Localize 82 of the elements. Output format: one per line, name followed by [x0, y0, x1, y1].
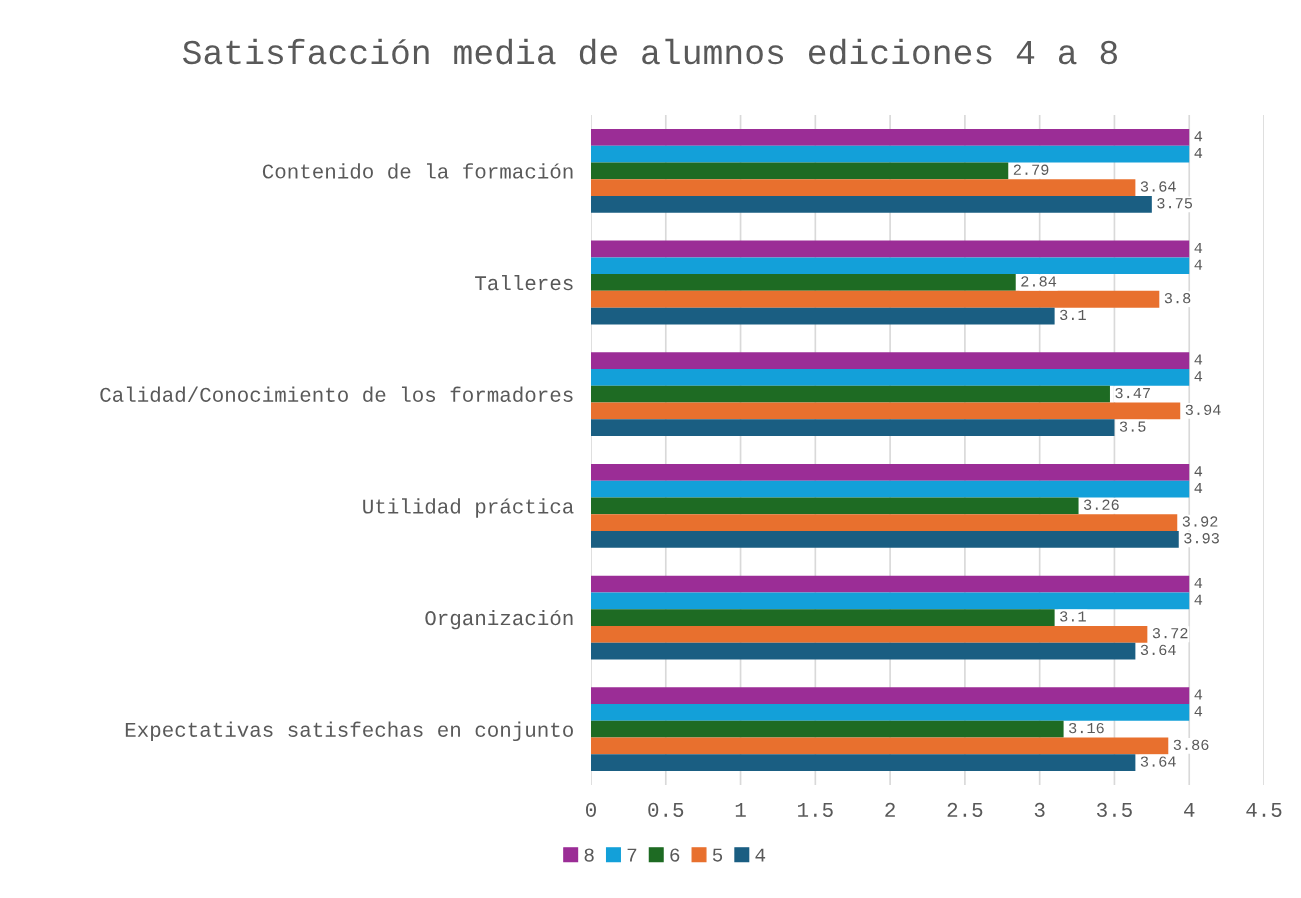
- data-label: 3.1: [1060, 309, 1086, 321]
- bar: [591, 128, 1190, 146]
- data-label: 3.92: [1182, 516, 1218, 527]
- data-label: 2.84: [1021, 276, 1057, 287]
- x-tick-label: 0.5: [648, 802, 684, 817]
- x-tick-label: 0: [586, 802, 596, 817]
- bar: [591, 463, 1190, 481]
- x-tick-label: 1: [735, 803, 746, 817]
- bar: [591, 575, 1190, 593]
- y-tick-label: Contenido de la formación: [262, 163, 573, 179]
- data-label: 4: [1194, 131, 1203, 142]
- x-tick-label: 4: [1184, 803, 1195, 817]
- bar: [591, 240, 1190, 258]
- data-label: 3.5: [1119, 421, 1146, 432]
- legend-label: 6: [670, 848, 680, 862]
- bar: [591, 737, 1169, 755]
- bar: [591, 419, 1115, 437]
- bar: [591, 514, 1178, 531]
- legend-label: 7: [627, 848, 637, 862]
- bar: [591, 257, 1190, 275]
- bar: [591, 754, 1136, 772]
- x-tick-label: 3.5: [1096, 802, 1132, 817]
- data-label: 3.8: [1164, 292, 1191, 304]
- bar: [591, 592, 1190, 610]
- x-tick-label: 4.5: [1246, 803, 1282, 817]
- legend-label: 8: [584, 848, 594, 862]
- data-label: 3.16: [1069, 722, 1104, 734]
- data-label: 4: [1194, 371, 1203, 382]
- y-tick-label: Organización: [425, 609, 573, 630]
- bar: [591, 530, 1179, 548]
- data-label: 3.72: [1152, 627, 1188, 639]
- x-tick-label: 3: [1034, 802, 1045, 817]
- y-tick-label: Calidad/Conocimiento de los formadores: [100, 386, 573, 402]
- data-label: 3.64: [1140, 756, 1176, 767]
- legend-label: 5: [712, 848, 723, 862]
- legend-label: 4: [755, 848, 766, 862]
- y-tick-label: Utilidad práctica: [363, 498, 574, 518]
- data-label: 4: [1194, 706, 1203, 717]
- data-label: 3.86: [1173, 739, 1209, 751]
- data-label: 3.93: [1184, 533, 1219, 544]
- bar: [591, 720, 1064, 738]
- data-label: 3.75: [1157, 198, 1193, 209]
- bar: [591, 352, 1190, 370]
- chart-title: Satisfacción media de alumnos ediciones 4 a 8: [182, 38, 1117, 65]
- data-label: 3.94: [1185, 404, 1221, 416]
- bar: [591, 290, 1160, 308]
- bar: [591, 162, 1009, 180]
- data-label: 3.26: [1083, 499, 1119, 510]
- bar: [591, 195, 1152, 213]
- bar: [591, 402, 1181, 420]
- bar: [591, 369, 1190, 386]
- data-label: 4: [1194, 242, 1203, 253]
- data-label: 3.64: [1140, 644, 1176, 656]
- data-label: 4: [1194, 482, 1203, 494]
- data-label: 4: [1194, 259, 1203, 270]
- data-label: 4: [1194, 354, 1203, 365]
- bar: [591, 609, 1055, 626]
- bar: [591, 687, 1190, 705]
- x-tick-label: 2: [885, 802, 895, 817]
- data-label: 4: [1194, 577, 1203, 588]
- data-label: 4: [1194, 147, 1203, 159]
- y-tick-label: Talleres: [475, 274, 573, 291]
- x-tick-label: 2.5: [947, 802, 983, 817]
- data-label: 4: [1194, 689, 1203, 700]
- data-label: 3.47: [1115, 387, 1150, 399]
- data-label: 4: [1194, 594, 1203, 605]
- x-tick-label: 1.5: [798, 803, 833, 817]
- bar: [591, 179, 1136, 196]
- data-label: 2.79: [1013, 164, 1049, 175]
- bar: [591, 480, 1190, 498]
- bar: [591, 307, 1055, 325]
- bar: [591, 704, 1190, 721]
- bar: [591, 642, 1136, 660]
- data-label: 3.64: [1140, 181, 1176, 192]
- bar: [591, 385, 1110, 403]
- bar: [591, 625, 1148, 643]
- bar: [591, 274, 1016, 291]
- data-label: 4: [1194, 466, 1203, 477]
- bar: [591, 145, 1190, 163]
- bar: [591, 497, 1079, 515]
- data-label: 3.1: [1060, 611, 1086, 622]
- y-tick-label: Expectativas satisfechas en conjunto: [125, 721, 573, 742]
